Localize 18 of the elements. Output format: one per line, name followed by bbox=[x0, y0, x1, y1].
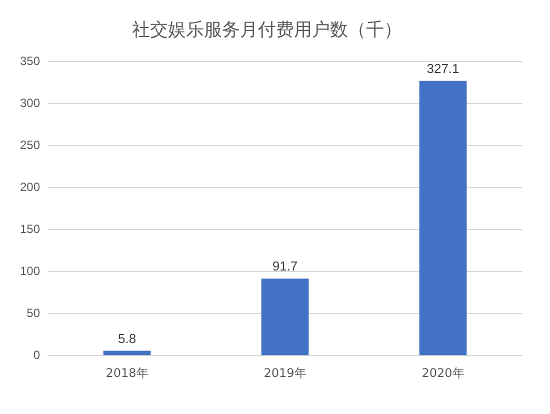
y-tick-label: 250 bbox=[20, 138, 40, 152]
y-tick-label: 150 bbox=[20, 222, 40, 236]
y-tick-label: 100 bbox=[20, 264, 40, 278]
chart-title: 社交娱乐服务月付费用户数（千） bbox=[132, 19, 402, 40]
data-label: 327.1 bbox=[426, 60, 460, 76]
data-label: 91.7 bbox=[272, 258, 298, 274]
y-tick-label: 200 bbox=[20, 180, 40, 194]
x-tick-label: 2019年 bbox=[264, 366, 306, 380]
y-tick-label: 0 bbox=[33, 348, 40, 362]
x-tick-label: 2018年 bbox=[106, 366, 148, 380]
y-tick-label: 350 bbox=[20, 54, 40, 68]
data-label: 5.8 bbox=[118, 330, 136, 346]
x-tick-label: 2020年 bbox=[422, 366, 464, 380]
y-tick-label: 300 bbox=[20, 96, 40, 110]
bar bbox=[103, 350, 151, 356]
y-tick-label: 50 bbox=[26, 306, 40, 320]
bar bbox=[261, 278, 309, 356]
bar bbox=[419, 80, 467, 356]
